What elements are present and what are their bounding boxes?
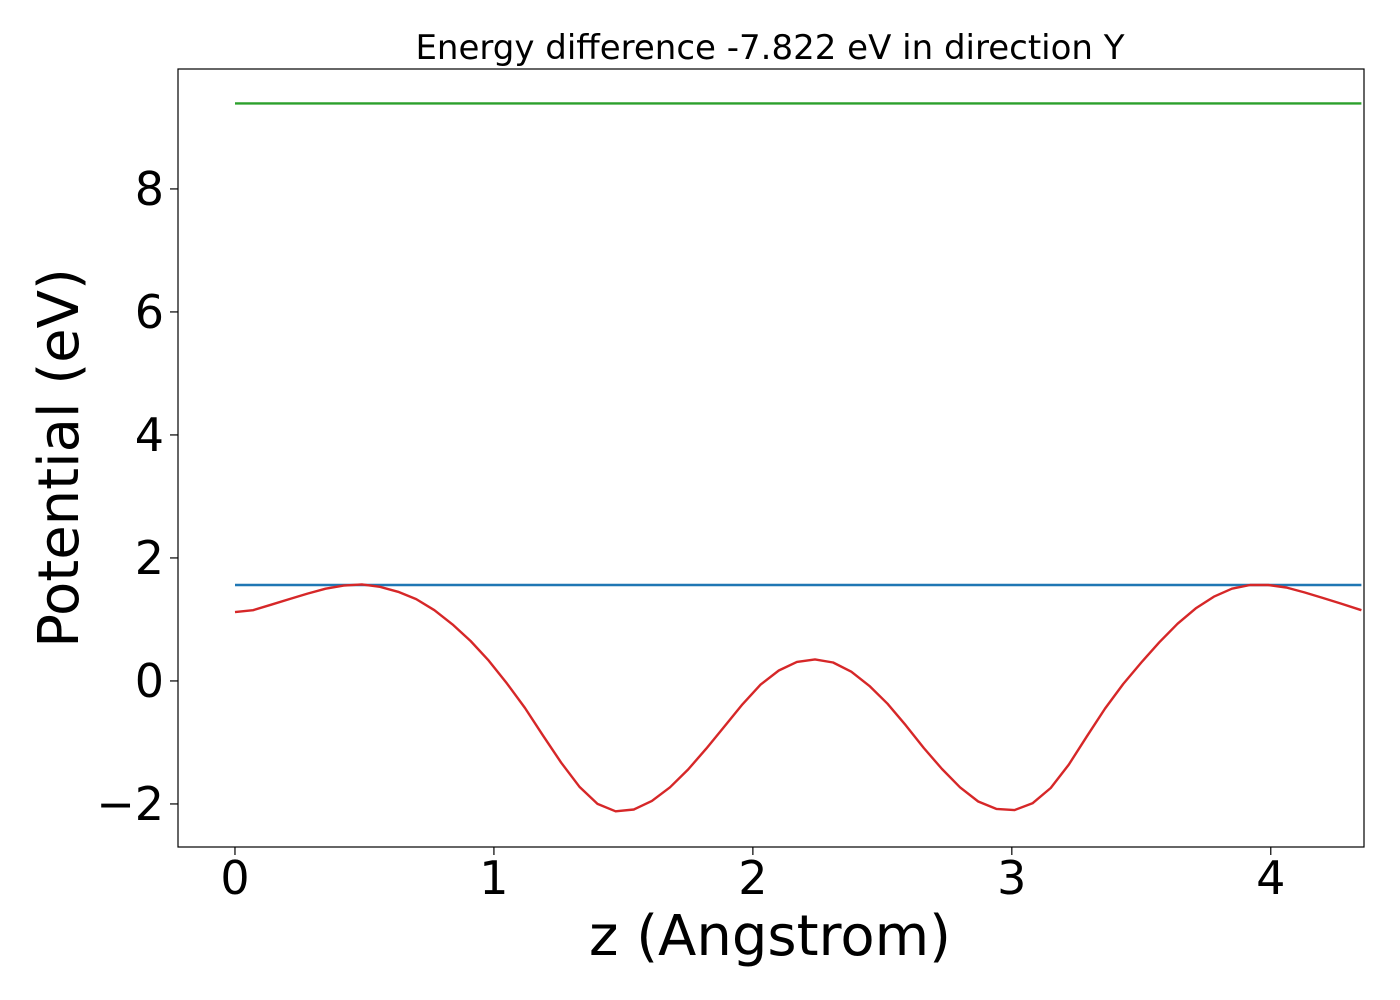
- series-layer: [234, 102, 1362, 813]
- x-tick-label: 0: [220, 851, 249, 905]
- y-axis-ticks: −2 0 2 4 6 8: [96, 162, 178, 831]
- y-tick-label: 4: [135, 408, 164, 462]
- series-line-3: [234, 583, 1362, 813]
- y-tick-label: 2: [135, 531, 164, 585]
- x-tick-label: 1: [479, 851, 508, 905]
- y-tick-label: −2: [96, 777, 164, 831]
- x-tick-label: 3: [997, 851, 1026, 905]
- y-tick-label: 8: [135, 162, 164, 216]
- chart-title: Energy difference -7.822 eV in direction…: [415, 28, 1124, 68]
- y-axis-label: Potential (eV): [27, 268, 92, 648]
- y-tick-label: 0: [135, 654, 164, 708]
- plot-area: [177, 68, 1365, 848]
- x-tick-label: 4: [1256, 851, 1285, 905]
- x-tick-label: 2: [738, 851, 767, 905]
- x-axis-ticks: 0 1 2 3 4: [220, 847, 1285, 905]
- plot-frame: [177, 68, 1365, 848]
- y-tick-label: 6: [135, 285, 164, 339]
- x-axis-label: z (Angstrom): [589, 904, 951, 969]
